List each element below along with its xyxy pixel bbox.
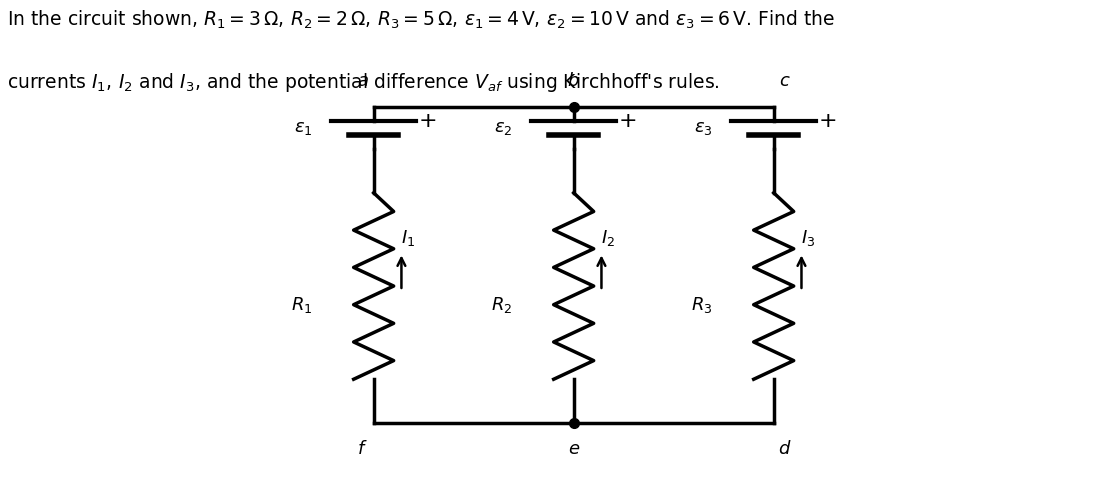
Text: $I_3$: $I_3$ — [801, 228, 815, 248]
Text: $+$: $+$ — [418, 111, 437, 131]
Text: $R_3$: $R_3$ — [691, 295, 713, 315]
Text: $e$: $e$ — [567, 440, 579, 458]
Text: $R_1$: $R_1$ — [291, 295, 313, 315]
Text: $I_1$: $I_1$ — [401, 228, 416, 248]
Text: $d$: $d$ — [778, 440, 792, 458]
Text: $+$: $+$ — [818, 111, 837, 131]
Text: $f$: $f$ — [358, 440, 368, 458]
Text: In the circuit shown, $R_1 = 3\,\Omega,\, R_2 = 2\,\Omega,\, R_3 = 5\,\Omega,\, : In the circuit shown, $R_1 = 3\,\Omega,\… — [7, 9, 834, 31]
Text: $\varepsilon_2$: $\varepsilon_2$ — [495, 119, 512, 137]
Text: $\varepsilon_3$: $\varepsilon_3$ — [694, 119, 713, 137]
Text: $\varepsilon_1$: $\varepsilon_1$ — [294, 119, 313, 137]
Text: $a$: $a$ — [356, 72, 369, 90]
Text: $R_2$: $R_2$ — [491, 295, 512, 315]
Text: $c$: $c$ — [779, 72, 791, 90]
Text: $b$: $b$ — [567, 72, 580, 90]
Text: $I_2$: $I_2$ — [602, 228, 616, 248]
Text: currents $I_1,\, I_2$ and $I_3$, and the potential difference $V_{af}$ using Kir: currents $I_1,\, I_2$ and $I_3$, and the… — [7, 71, 720, 94]
Text: $+$: $+$ — [618, 111, 636, 131]
